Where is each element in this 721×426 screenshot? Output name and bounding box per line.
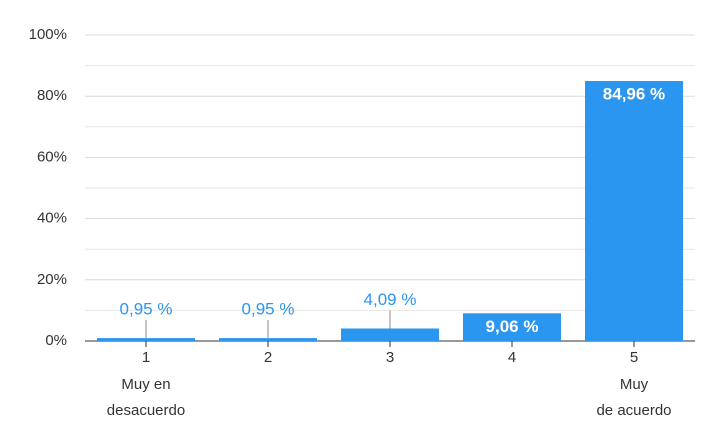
- category-note: Muy: [620, 376, 649, 393]
- bar: [219, 338, 317, 341]
- y-tick-label: 60%: [37, 148, 67, 165]
- bar: [463, 313, 561, 341]
- category-note: desacuerdo: [107, 402, 185, 419]
- category-note: Muy en: [121, 376, 170, 393]
- value-label: 9,06 %: [486, 317, 539, 336]
- x-tick-label: 4: [508, 349, 516, 366]
- y-tick-label: 40%: [37, 210, 67, 227]
- value-label: 4,09 %: [364, 290, 417, 309]
- value-label: 0,95 %: [120, 300, 173, 319]
- y-tick-label: 20%: [37, 271, 67, 288]
- bar: [585, 81, 683, 341]
- bar: [341, 328, 439, 341]
- x-tick-label: 2: [264, 349, 272, 366]
- x-tick-label: 5: [630, 349, 638, 366]
- y-tick-label: 100%: [29, 26, 67, 43]
- x-tick-label: 1: [142, 349, 150, 366]
- bar: [97, 338, 195, 341]
- value-label: 0,95 %: [242, 300, 295, 319]
- value-label: 84,96 %: [603, 85, 665, 104]
- y-tick-label: 80%: [37, 87, 67, 104]
- category-note: de acuerdo: [596, 402, 671, 419]
- y-tick-label: 0%: [45, 332, 67, 349]
- x-tick-label: 3: [386, 349, 394, 366]
